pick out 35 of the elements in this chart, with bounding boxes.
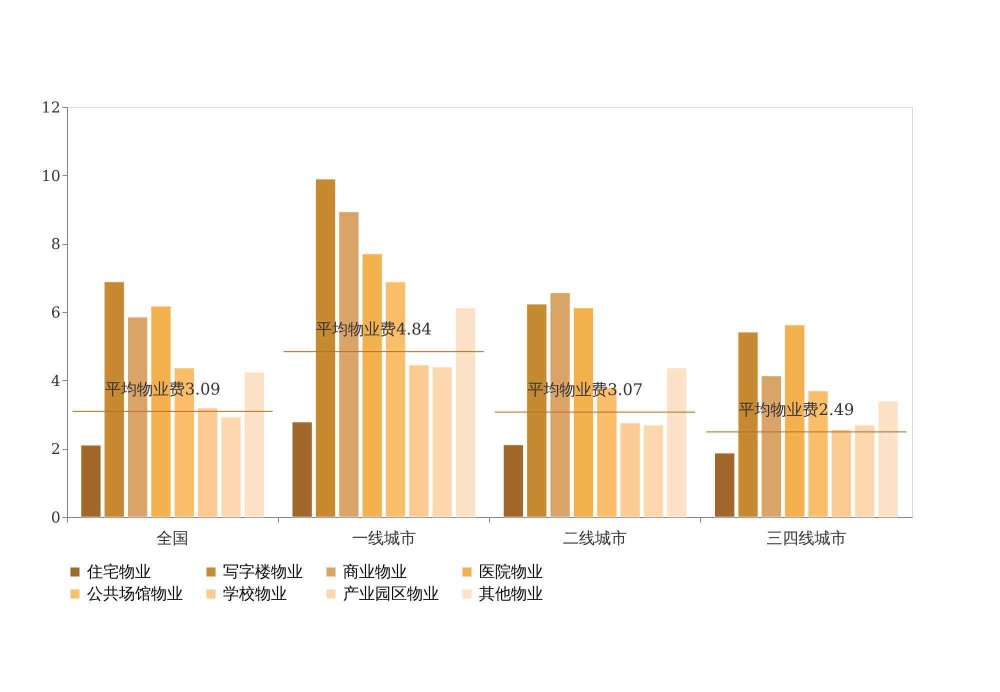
legend-label: 写字楼物业 — [223, 562, 303, 581]
bar — [831, 430, 852, 518]
y-tick-label: 6 — [50, 304, 60, 322]
x-tick-label: 二线城市 — [563, 528, 628, 548]
bar — [408, 364, 430, 518]
bar — [854, 424, 875, 518]
bar — [432, 366, 452, 518]
legend-label: 商业物业 — [343, 562, 407, 581]
legend-label: 住宅物业 — [86, 562, 151, 581]
bar — [503, 444, 524, 518]
y-tick-label: 12 — [41, 98, 60, 116]
bar — [643, 424, 664, 518]
x-tick-label: 全国 — [156, 528, 189, 548]
bar — [714, 452, 735, 518]
bar — [244, 372, 264, 518]
bar — [878, 400, 898, 518]
legend-label: 学校物业 — [223, 584, 287, 603]
x-tick-label: 一线城市 — [352, 528, 416, 548]
y-tick-label: 10 — [41, 166, 60, 185]
y-tick-label: 4 — [50, 372, 60, 390]
bar — [197, 408, 218, 518]
bar — [620, 422, 640, 518]
legend-label: 公共场馆物业 — [87, 584, 183, 603]
bar — [80, 445, 102, 518]
legend-label: 产业园区物业 — [343, 584, 439, 603]
bar — [666, 368, 687, 518]
y-tick-label: 2 — [50, 440, 60, 458]
bar — [455, 308, 476, 518]
y-tick-label: 8 — [50, 235, 60, 254]
bar — [292, 422, 312, 518]
y-tick-label: 0 — [50, 508, 60, 526]
bar — [220, 416, 242, 518]
legend-label: 医院物业 — [479, 562, 543, 581]
legend-label: 其他物业 — [479, 584, 543, 603]
x-tick-label: 三四线城市 — [766, 528, 846, 548]
